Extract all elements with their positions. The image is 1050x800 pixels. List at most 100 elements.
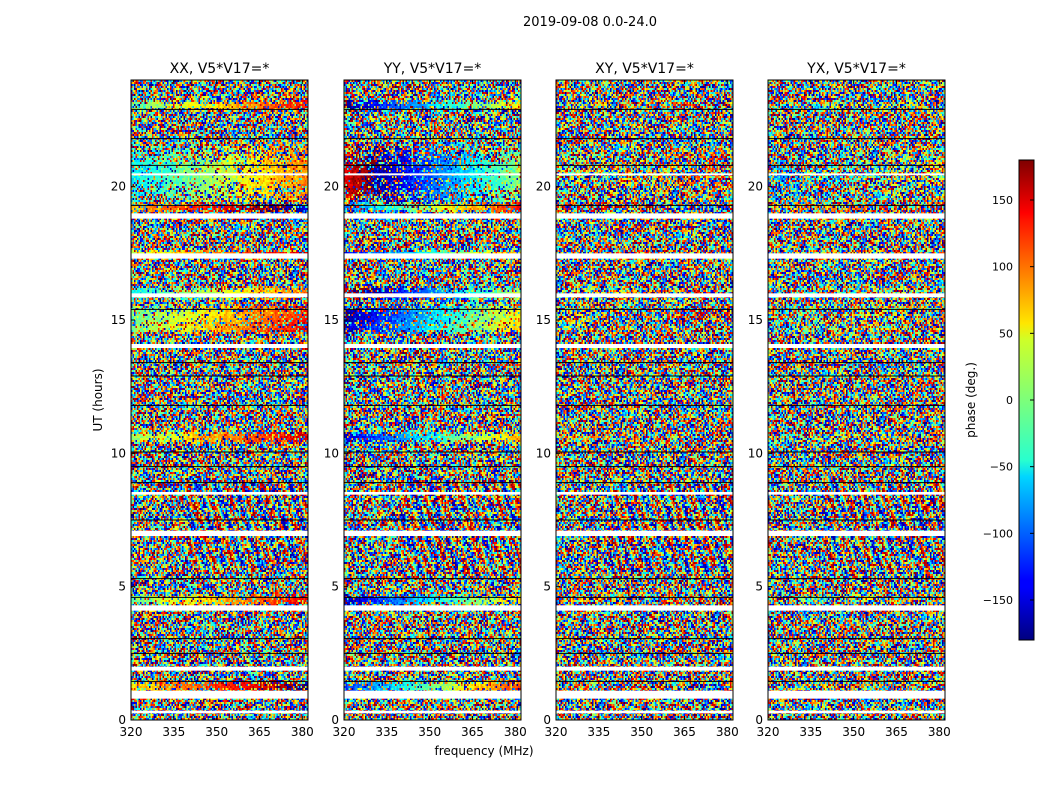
x-tick-label: 320 [120,725,143,739]
x-tick-label: 335 [799,725,822,739]
x-tick-label: 350 [842,725,865,739]
x-tick-label: 380 [291,725,314,739]
panel-title: XX, V5*V17=* [170,61,270,77]
x-tick-label: 320 [545,725,568,739]
flagged-interval [344,344,521,348]
y-tick-label: 0 [118,713,126,727]
flagged-interval [344,690,521,699]
panel-frame [767,79,946,721]
flagged-interval [768,492,945,495]
heatmap-image [556,80,733,720]
y-tick-label: 15 [536,313,551,327]
flagged-interval [768,213,945,219]
flagged-interval [344,213,521,219]
flagged-interval [344,666,521,671]
flagged-interval [344,253,521,259]
flagged-interval [344,530,521,536]
x-tick-label: 335 [375,725,398,739]
panel-xy: XY, V5*V17=* 320 335 350 365 380 0 5 10 15 20 [536,61,739,739]
y-tick-label: 0 [331,713,339,727]
colorbar-tick-label: 50 [999,327,1013,340]
heatmap-image [344,80,521,720]
x-tick-label: 365 [248,725,271,739]
colorbar-tick-label: −50 [990,461,1013,474]
heatmap-image [131,80,308,720]
y-tick-label: 0 [543,713,551,727]
y-tick-label: 10 [111,446,126,460]
flagged-interval [131,213,308,219]
x-tick-label: 365 [673,725,696,739]
y-tick-label: 20 [324,180,339,194]
flagged-interval [131,492,308,495]
flagged-interval [131,173,308,176]
flagged-interval [556,253,733,259]
flagged-interval [344,173,521,176]
x-tick-label: 380 [504,725,527,739]
flagged-interval [768,666,945,671]
y-tick-label: 20 [536,180,551,194]
flagged-interval [556,690,733,699]
flagged-interval [556,293,733,298]
heatmap-image [768,80,945,720]
x-tick-label: 365 [461,725,484,739]
flagged-interval [556,344,733,348]
y-tick-label: 0 [755,713,763,727]
colorbar-tick-label: 0 [1006,394,1013,407]
panel-yx: YX, V5*V17=* 320 335 350 365 380 0 5 10 15 20 [748,61,951,739]
panel-xx: XX, V5*V17=* 320 335 350 365 380 0 5 10 15 20 [111,61,314,739]
colorbar-tick-label: −100 [983,527,1013,540]
panel-frame [555,79,734,721]
flagged-interval [344,710,521,714]
flagged-interval [344,605,521,611]
flagged-interval [131,530,308,536]
y-tick-label: 10 [536,446,551,460]
flagged-interval [131,253,308,259]
panel-title: YY, V5*V17=* [383,61,482,77]
y-tick-label: 5 [543,580,551,594]
flagged-interval [768,344,945,348]
flagged-interval [768,173,945,176]
flagged-interval [556,492,733,495]
flagged-interval [131,690,308,699]
flagged-interval [131,666,308,671]
flagged-interval [556,213,733,219]
colorbar-label: phase (deg.) [964,362,978,438]
y-axis-label: UT (hours) [91,368,105,431]
y-tick-label: 15 [111,313,126,327]
suptitle: 2019-09-08 0.0-24.0 [523,15,657,30]
x-axis-label: frequency (MHz) [434,744,533,758]
flagged-interval [556,710,733,714]
x-tick-label: 380 [716,725,739,739]
flagged-interval [556,173,733,176]
colorbar: 150 100 50 0 −50 −100 −150 [983,159,1035,641]
flagged-interval [768,690,945,699]
colorbar-tick-label: 150 [992,194,1013,207]
panel-yy: YY, V5*V17=* 320 335 350 365 380 0 5 10 15 20 [324,61,527,739]
x-tick-label: 350 [205,725,228,739]
x-tick-label: 335 [587,725,610,739]
flagged-interval [131,710,308,714]
colorbar-tick-label: −150 [983,594,1013,607]
flagged-interval [556,530,733,536]
panel-frame [130,79,309,721]
y-tick-label: 10 [748,446,763,460]
panel-title: YX, V5*V17=* [806,61,906,77]
x-tick-label: 335 [162,725,185,739]
x-tick-label: 320 [757,725,780,739]
flagged-interval [768,605,945,611]
colorbar-tick-label: 100 [992,261,1013,274]
x-tick-label: 380 [928,725,951,739]
flagged-interval [768,293,945,298]
x-tick-label: 320 [333,725,356,739]
x-tick-label: 350 [630,725,653,739]
x-tick-label: 350 [418,725,441,739]
y-tick-label: 5 [755,580,763,594]
flagged-interval [556,666,733,671]
y-tick-label: 20 [111,180,126,194]
y-tick-label: 20 [748,180,763,194]
y-tick-label: 10 [324,446,339,460]
flagged-interval [131,344,308,348]
flagged-interval [768,530,945,536]
flagged-interval [131,605,308,611]
